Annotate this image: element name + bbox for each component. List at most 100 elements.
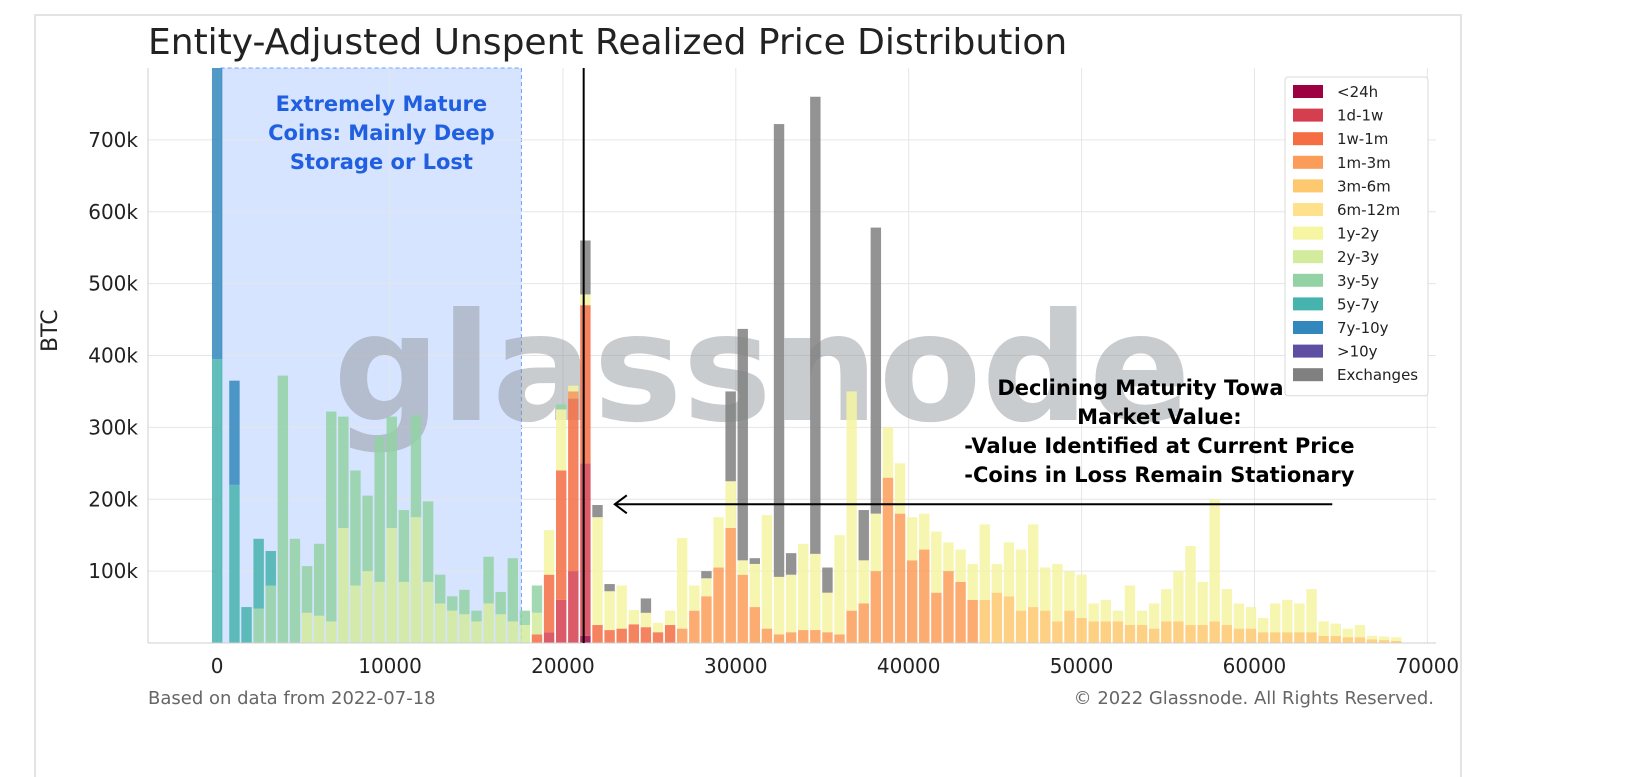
bar-segment xyxy=(568,571,579,643)
bar-segment xyxy=(277,375,289,643)
bar-segment xyxy=(822,567,833,593)
bar-segment xyxy=(858,603,869,643)
bar-segment xyxy=(737,560,748,575)
bar-segment xyxy=(1197,581,1208,626)
legend-label: 2y-3y xyxy=(1337,248,1379,266)
bar-segment xyxy=(1027,607,1039,643)
bar-segment xyxy=(211,359,223,643)
legend-label: 1m-3m xyxy=(1337,154,1391,172)
x-tick-label: 40000 xyxy=(877,654,941,678)
bar-segment xyxy=(725,528,736,643)
bar-segment xyxy=(677,628,688,643)
annotations: Extremely Mature Coins: Mainly Deep Storag… xyxy=(268,68,1355,643)
annotation-line-mature: Extremely Mature xyxy=(276,92,488,116)
legend-label: 3y-5y xyxy=(1337,272,1379,290)
bar-segment xyxy=(447,610,458,643)
bar-segment xyxy=(555,404,567,410)
y-tick-label: 600k xyxy=(88,200,138,224)
legend-label: 5y-7y xyxy=(1337,295,1379,313)
annotation-line-declining: -Value Identified at Current Price xyxy=(964,434,1354,458)
y-tick-label: 200k xyxy=(88,487,138,511)
bar-segment xyxy=(1148,628,1160,643)
bar-segment xyxy=(1088,621,1099,643)
bar-segment xyxy=(1112,621,1124,643)
bar-segment xyxy=(1185,625,1196,643)
bar-segment xyxy=(931,531,942,593)
bar-segment xyxy=(1100,621,1111,643)
legend-label: 3m-6m xyxy=(1337,177,1391,195)
bar-segment xyxy=(919,549,930,643)
bar-segment xyxy=(507,621,518,643)
legend[interactable]: <24h 1d-1w 1w-1m 1m-3m 3m-6m 6m-12m 1y-2y 2y-3y… xyxy=(1284,76,1429,397)
legend-swatch xyxy=(1293,368,1323,382)
bar-segment xyxy=(326,411,337,622)
annotation-line-mature: Coins: Mainly Deep xyxy=(268,121,495,145)
bar-segment xyxy=(301,566,313,613)
legend-swatch xyxy=(1293,108,1323,122)
bar-segment xyxy=(531,634,543,643)
bar-segment xyxy=(1342,637,1354,643)
bar-segment xyxy=(810,553,821,631)
bar-segment xyxy=(434,603,446,643)
bar-segment xyxy=(1040,610,1051,643)
legend-swatch xyxy=(1293,321,1323,334)
bar-segment xyxy=(1294,603,1305,633)
bar-segment xyxy=(350,470,361,586)
bar-segment xyxy=(689,585,700,611)
legend-swatch xyxy=(1293,250,1323,264)
legend-swatch xyxy=(1293,273,1323,287)
bar-segment xyxy=(701,578,712,597)
bar-segment xyxy=(967,563,978,600)
bar-segment xyxy=(689,610,700,643)
bar-segment xyxy=(1136,625,1148,643)
bar-segment xyxy=(858,560,869,604)
legend-label: 1d-1w xyxy=(1337,107,1383,125)
bar-segment xyxy=(1294,632,1305,643)
bar-segment xyxy=(1015,549,1027,611)
bar-segment xyxy=(447,596,458,611)
x-tick-label: 50000 xyxy=(1050,654,1114,678)
bar-segment xyxy=(1064,610,1075,643)
y-tick-label: 300k xyxy=(88,415,138,439)
data-date-note: Based on data from 2022-07-18 xyxy=(148,688,436,709)
bar-segment xyxy=(301,612,313,643)
bar-segment xyxy=(531,612,543,635)
bar-segment xyxy=(507,558,518,622)
bar-segment xyxy=(580,463,591,636)
bar-segment xyxy=(713,567,724,643)
bar-segment xyxy=(1245,607,1257,629)
bar-segment xyxy=(798,630,809,643)
x-tick-label: 70000 xyxy=(1396,654,1460,678)
bar-segment xyxy=(967,599,978,643)
chart-title: Entity-Adjusted Unspent Realized Price D… xyxy=(148,22,1068,63)
bar-segment xyxy=(422,501,434,582)
bar-segment xyxy=(386,528,397,643)
bar-segment xyxy=(459,614,470,643)
legend-swatch xyxy=(1293,344,1323,358)
bar-segment xyxy=(1027,524,1039,608)
bar-segment xyxy=(640,627,652,643)
bar-segment xyxy=(785,553,797,575)
bar-segment xyxy=(374,581,385,643)
bar-segment xyxy=(471,621,482,643)
bar-segment xyxy=(882,477,894,643)
bar-segment xyxy=(628,624,640,643)
legend-swatch xyxy=(1293,155,1323,169)
bar-segment xyxy=(1257,632,1269,643)
bar-segment xyxy=(410,517,422,643)
bar-segment xyxy=(211,68,223,360)
bar-segment xyxy=(1378,640,1390,643)
bar-segment xyxy=(906,517,918,561)
bar-segment xyxy=(798,543,809,631)
bar-segment xyxy=(410,415,422,518)
y-tick-label: 400k xyxy=(88,344,138,368)
bar-segment xyxy=(543,574,555,633)
legend-swatch xyxy=(1293,203,1323,216)
x-tick-label: 10000 xyxy=(358,654,422,678)
bar-segment xyxy=(822,632,833,643)
bar-segment xyxy=(810,96,821,554)
bar-segment xyxy=(991,592,1003,643)
bar-segment xyxy=(398,581,410,643)
bar-segment xyxy=(1366,635,1378,640)
